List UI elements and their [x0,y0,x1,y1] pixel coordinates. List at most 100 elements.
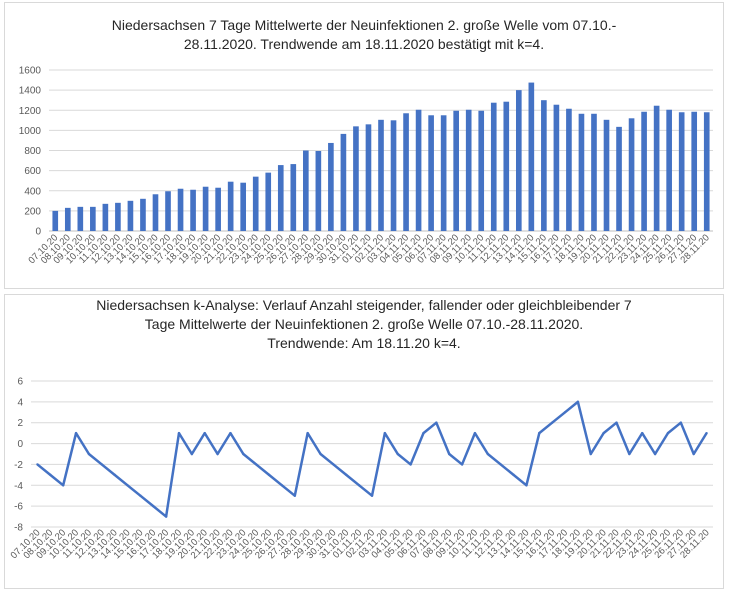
data-point [679,421,683,424]
y-tick-label: -6 [14,502,23,513]
bar [666,109,672,231]
y-tick-label: 1000 [19,126,42,137]
bar [541,100,547,231]
line-chart-plot: 6420-2-4-6-807.10.2008.10.2009.10.2010.1… [9,377,713,561]
y-tick-label: 6 [17,377,23,388]
bar [190,189,196,231]
y-tick-label: 600 [24,166,41,177]
bar [603,119,610,231]
data-point [435,421,438,424]
data-point [538,431,541,435]
data-point [602,431,605,435]
data-point [152,504,155,508]
data-point [242,452,245,456]
data-point [653,452,657,456]
bar [215,187,221,231]
bar-chart-title: Niedersachsen 7 Tage Mittelwerte der Neu… [5,16,723,54]
data-point [280,484,284,487]
bar-chart-plot: 1600140012001000800600400200007.10.2008.… [19,66,713,266]
data-point [87,452,91,456]
bar [328,142,334,231]
series-line [36,400,708,518]
data-point [409,463,412,466]
data-point [525,484,528,487]
bar [478,110,485,231]
bar [428,115,434,231]
data-point [332,463,335,466]
bar [628,118,635,231]
y-tick-label: 800 [24,146,41,157]
y-tick-label: -4 [14,481,23,492]
y-tick-label: 4 [17,397,23,408]
bar [528,82,535,231]
data-point [473,431,477,435]
bar [641,111,647,231]
bar [127,200,134,231]
data-point [190,452,194,456]
bar [202,186,209,231]
data-point [666,431,670,435]
y-tick-label: 1400 [19,86,42,97]
bar [64,207,71,231]
data-point [370,494,374,497]
data-point [177,431,181,435]
data-point [460,463,464,466]
bar [616,126,622,231]
data-point [126,484,129,487]
bar [403,113,409,231]
bar [77,206,84,231]
data-point [100,463,103,466]
bar [553,104,560,231]
bar [115,202,121,231]
data-point [113,473,116,477]
data-point [589,452,592,456]
bar [578,113,585,231]
bar [315,151,322,231]
line-chart-title-line-3: Trendwende: Am 18.11.20 k=4. [267,335,461,351]
y-tick-label: 400 [24,186,41,197]
data-point [61,484,65,487]
data-point [576,400,580,404]
bar [353,126,359,231]
bar [340,133,347,231]
bar [290,164,297,231]
bar [453,110,459,231]
y-tick-label: 2 [17,418,23,429]
bar [102,203,109,231]
bar [378,119,384,231]
bar [465,109,472,231]
y-tick-label: -8 [14,523,23,534]
bar [52,210,59,231]
data-point [486,452,490,456]
data-point [692,452,695,456]
line-chart-panel[interactable]: Niedersachsen k-Analyse: Verlauf Anzahl … [4,294,724,589]
bar [653,105,660,231]
y-tick-label: 200 [24,206,41,217]
bar [490,102,497,231]
data-point [422,431,425,435]
data-point [357,484,361,487]
bar [390,120,397,231]
bar [415,109,422,231]
data-point [628,452,631,456]
bar [240,182,247,231]
data-point [254,463,258,466]
data-point [229,431,232,435]
data-point [615,421,618,424]
data-point [499,463,502,466]
data-point [319,452,322,456]
bar [365,124,372,231]
data-point [203,431,206,435]
bar [440,115,447,231]
y-tick-label: 1200 [19,106,42,117]
line-chart-title-line-2: Tage Mittelwerte der Neuinfektionen 2. g… [144,316,584,332]
line-chart-title: Niedersachsen k-Analyse: Verlauf Anzahl … [5,296,723,353]
bar-chart-panel[interactable]: Niedersachsen 7 Tage Mittelwerte der Neu… [4,2,724,289]
data-point [641,431,644,435]
data-point [36,463,39,466]
bar [303,150,309,231]
bar [591,113,597,231]
data-point [306,431,309,435]
bar [165,191,171,231]
